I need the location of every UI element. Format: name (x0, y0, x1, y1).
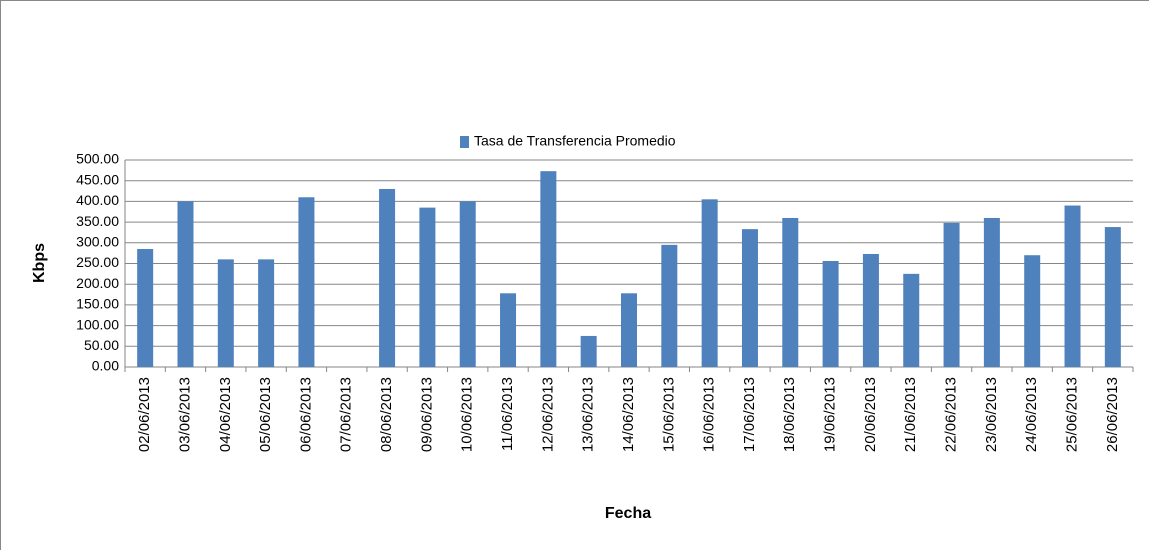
y-tick-label: 150.00 (76, 296, 119, 312)
bar (943, 222, 960, 367)
bar (661, 244, 678, 367)
y-tick-label: 400.00 (76, 192, 119, 208)
bar (459, 201, 476, 367)
bar (741, 229, 758, 367)
x-tick-label: 04/06/2013 (217, 377, 234, 452)
y-tick-label: 450.00 (76, 171, 119, 187)
bar (379, 188, 396, 367)
x-tick-label: 19/06/2013 (822, 377, 839, 452)
y-tick-label: 350.00 (76, 213, 119, 229)
y-tick-label: 500.00 (76, 151, 119, 167)
x-tick-label: 26/06/2013 (1104, 377, 1121, 452)
bar (177, 201, 194, 367)
x-tick-label: 20/06/2013 (862, 377, 879, 452)
x-tick-label: 10/06/2013 (459, 377, 476, 452)
legend-swatch (460, 136, 469, 148)
x-tick-label: 06/06/2013 (297, 377, 314, 452)
bar (500, 293, 517, 367)
x-tick-label: 17/06/2013 (741, 377, 758, 452)
x-tick-label: 24/06/2013 (1023, 377, 1040, 452)
x-tick-label: 12/06/2013 (539, 377, 556, 452)
y-tick-label: 300.00 (76, 234, 119, 250)
x-tick-label: 22/06/2013 (943, 377, 960, 452)
bar (701, 199, 718, 367)
x-tick-label: 03/06/2013 (176, 377, 193, 452)
x-tick-label: 08/06/2013 (378, 377, 395, 452)
bar (217, 259, 234, 367)
bar (983, 217, 1000, 367)
y-tick-label: 200.00 (76, 275, 119, 291)
bar (298, 197, 315, 367)
x-tick-label: 18/06/2013 (781, 377, 798, 452)
y-tick-label: 250.00 (76, 254, 119, 270)
x-tick-label: 02/06/2013 (136, 377, 153, 452)
y-tick-label: 100.00 (76, 316, 119, 332)
x-tick-label: 15/06/2013 (660, 377, 677, 452)
x-tick-label: 05/06/2013 (257, 377, 274, 452)
bar (258, 259, 275, 367)
bar (137, 249, 154, 367)
x-axis-label: Fecha (605, 505, 651, 522)
x-tick-label: 21/06/2013 (902, 377, 919, 452)
y-tick-label: 0.00 (92, 358, 119, 374)
x-tick-label: 13/06/2013 (580, 377, 597, 452)
x-tick-label: 07/06/2013 (338, 377, 355, 452)
bar (1104, 227, 1121, 367)
y-axis-label: Kbps (31, 243, 48, 283)
x-tick-label: 16/06/2013 (701, 377, 718, 452)
bar (1064, 205, 1081, 367)
legend-label: Tasa de Transferencia Promedio (474, 133, 676, 149)
x-tick-label: 25/06/2013 (1063, 377, 1080, 452)
bar (419, 207, 436, 367)
x-tick-label: 23/06/2013 (983, 377, 1000, 452)
bar (862, 253, 879, 367)
y-tick-label: 50.00 (84, 337, 119, 353)
bar (540, 171, 557, 367)
bar (903, 273, 920, 367)
bar (782, 217, 799, 367)
bar (580, 335, 597, 367)
x-tick-label: 09/06/2013 (418, 377, 435, 452)
x-tick-label: 11/06/2013 (499, 377, 516, 451)
x-tick-label: 14/06/2013 (620, 377, 637, 452)
bar (822, 261, 839, 367)
bar (1024, 255, 1041, 367)
bar (621, 293, 637, 367)
